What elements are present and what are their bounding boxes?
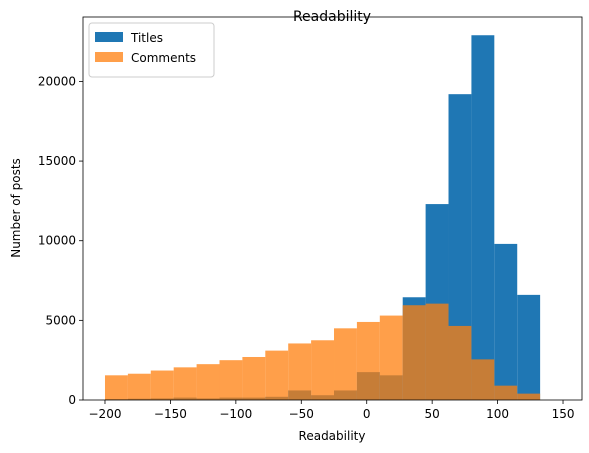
bar xyxy=(448,94,472,400)
legend-label: Titles xyxy=(130,31,163,45)
bar xyxy=(127,373,151,400)
bar xyxy=(265,350,289,400)
bar xyxy=(334,328,357,400)
x-tick-label: 50 xyxy=(425,407,440,421)
legend-swatch xyxy=(95,32,123,42)
bar xyxy=(471,359,495,400)
bar xyxy=(288,343,312,400)
bar xyxy=(104,375,128,400)
x-tick-label: 0 xyxy=(363,407,371,421)
legend-swatch xyxy=(95,52,123,62)
x-tick-label: −50 xyxy=(289,407,314,421)
bar xyxy=(379,315,403,400)
y-tick-label: 20000 xyxy=(38,74,76,88)
y-axis-label: Number of posts xyxy=(9,158,23,258)
bar xyxy=(425,303,449,400)
legend-label: Comments xyxy=(131,51,196,65)
x-tick-label: −150 xyxy=(154,407,187,421)
y-tick-label: 0 xyxy=(68,393,76,407)
bar xyxy=(356,321,380,400)
bar xyxy=(150,370,174,400)
y-tick-label: 5000 xyxy=(45,313,76,327)
bar xyxy=(471,35,495,400)
bar xyxy=(517,294,541,400)
bar xyxy=(196,364,220,400)
y-tick-label: 15000 xyxy=(38,154,76,168)
bar xyxy=(494,385,518,400)
bar xyxy=(517,393,541,400)
bar xyxy=(448,325,472,400)
bar xyxy=(173,367,197,400)
x-tick-label: 100 xyxy=(486,407,509,421)
bar xyxy=(494,243,518,400)
bar xyxy=(311,340,335,400)
x-tick-label: −200 xyxy=(89,407,122,421)
y-tick-label: 10000 xyxy=(38,234,76,248)
bar xyxy=(219,360,243,400)
x-tick-label: −100 xyxy=(219,407,252,421)
axes-frame xyxy=(82,16,583,401)
bar xyxy=(402,305,426,400)
x-tick-label: 150 xyxy=(552,407,575,421)
bar xyxy=(242,356,266,400)
x-axis-label: Readability xyxy=(299,429,366,443)
